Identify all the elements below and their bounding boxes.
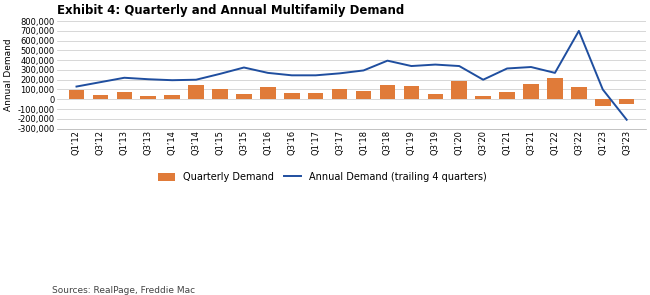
Annual Demand (trailing 4 quarters)	[623, 118, 630, 122]
Bar	[308, 94, 324, 99]
Annual Demand (trailing 4 quarters)	[359, 69, 367, 72]
Annual Demand (trailing 4 quarters)	[456, 64, 463, 68]
Bar	[404, 86, 419, 99]
Line: Annual Demand (trailing 4 quarters): Annual Demand (trailing 4 quarters)	[77, 31, 627, 120]
Annual Demand (trailing 4 quarters)	[73, 85, 81, 88]
Annual Demand (trailing 4 quarters)	[120, 76, 128, 80]
Annual Demand (trailing 4 quarters)	[192, 78, 200, 81]
Text: Sources: RealPage, Freddie Mac: Sources: RealPage, Freddie Mac	[52, 286, 195, 295]
Bar	[236, 94, 252, 99]
Bar	[523, 83, 539, 99]
Bar	[213, 89, 228, 99]
Legend: Quarterly Demand, Annual Demand (trailing 4 quarters): Quarterly Demand, Annual Demand (trailin…	[154, 168, 491, 186]
Annual Demand (trailing 4 quarters)	[479, 78, 487, 81]
Annual Demand (trailing 4 quarters)	[336, 72, 344, 75]
Bar	[332, 89, 347, 99]
Annual Demand (trailing 4 quarters)	[144, 78, 152, 81]
Bar	[116, 92, 132, 99]
Annual Demand (trailing 4 quarters)	[384, 59, 391, 63]
Bar	[452, 81, 467, 99]
Annual Demand (trailing 4 quarters)	[264, 71, 272, 75]
Bar	[595, 99, 610, 106]
Annual Demand (trailing 4 quarters)	[432, 63, 439, 66]
Y-axis label: Annual Demand: Annual Demand	[4, 39, 13, 111]
Annual Demand (trailing 4 quarters)	[216, 72, 224, 76]
Bar	[260, 86, 276, 99]
Bar	[499, 92, 515, 99]
Annual Demand (trailing 4 quarters)	[527, 65, 535, 69]
Bar	[428, 94, 443, 99]
Bar	[547, 78, 563, 99]
Annual Demand (trailing 4 quarters)	[312, 73, 320, 77]
Annual Demand (trailing 4 quarters)	[551, 71, 559, 75]
Annual Demand (trailing 4 quarters)	[168, 78, 176, 82]
Text: Exhibit 4: Quarterly and Annual Multifamily Demand: Exhibit 4: Quarterly and Annual Multifam…	[57, 4, 404, 17]
Annual Demand (trailing 4 quarters)	[288, 73, 296, 77]
Bar	[69, 91, 84, 99]
Annual Demand (trailing 4 quarters)	[408, 64, 415, 68]
Bar	[164, 95, 180, 99]
Bar	[380, 85, 395, 99]
Bar	[188, 85, 204, 99]
Annual Demand (trailing 4 quarters)	[96, 80, 104, 84]
Bar	[284, 93, 300, 99]
Bar	[140, 96, 156, 99]
Bar	[356, 91, 371, 99]
Bar	[571, 86, 587, 99]
Annual Demand (trailing 4 quarters)	[240, 66, 248, 69]
Bar	[619, 99, 634, 104]
Annual Demand (trailing 4 quarters)	[503, 67, 511, 70]
Bar	[93, 95, 108, 99]
Bar	[475, 96, 491, 99]
Annual Demand (trailing 4 quarters)	[575, 29, 583, 33]
Annual Demand (trailing 4 quarters)	[599, 88, 606, 91]
